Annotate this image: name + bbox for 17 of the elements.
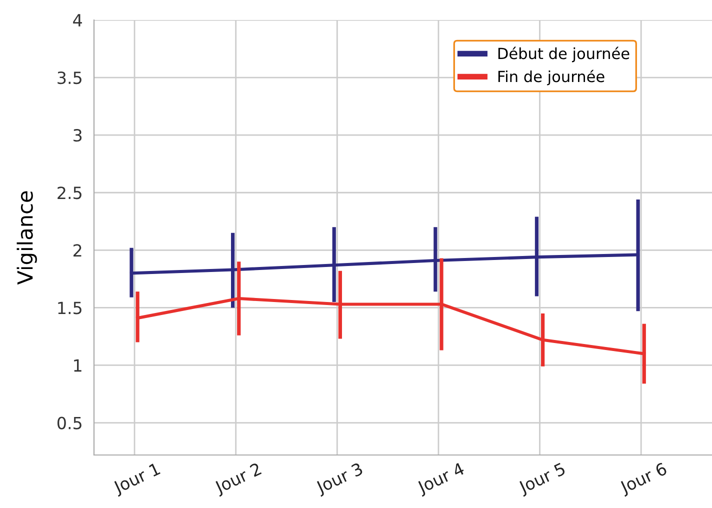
legend-label: Début de journée <box>498 46 630 62</box>
y-tick-label: 3.5 <box>58 72 82 84</box>
y-tick-label: 1.5 <box>58 302 82 314</box>
x-tick-label: Jour 1 <box>112 462 162 497</box>
y-tick-label: 4 <box>73 14 82 26</box>
y-tick-label: 2 <box>74 244 82 256</box>
x-tick-label: Jour 2 <box>213 462 264 497</box>
x-tick-label: Jour 4 <box>416 462 466 497</box>
y-tick-label: 3 <box>74 129 82 142</box>
x-tick-label: Jour 5 <box>517 462 568 497</box>
x-tick-label: Jour 6 <box>618 462 669 497</box>
y-tick-label: 0.5 <box>57 416 82 430</box>
y-tick-label: 1 <box>74 359 82 372</box>
legend-label: Fin de journée <box>498 70 604 86</box>
y-tick-label: 2.5 <box>58 186 82 200</box>
x-tick-label: Jour 3 <box>314 462 365 497</box>
y-axis-title: Vigilance <box>16 191 37 285</box>
